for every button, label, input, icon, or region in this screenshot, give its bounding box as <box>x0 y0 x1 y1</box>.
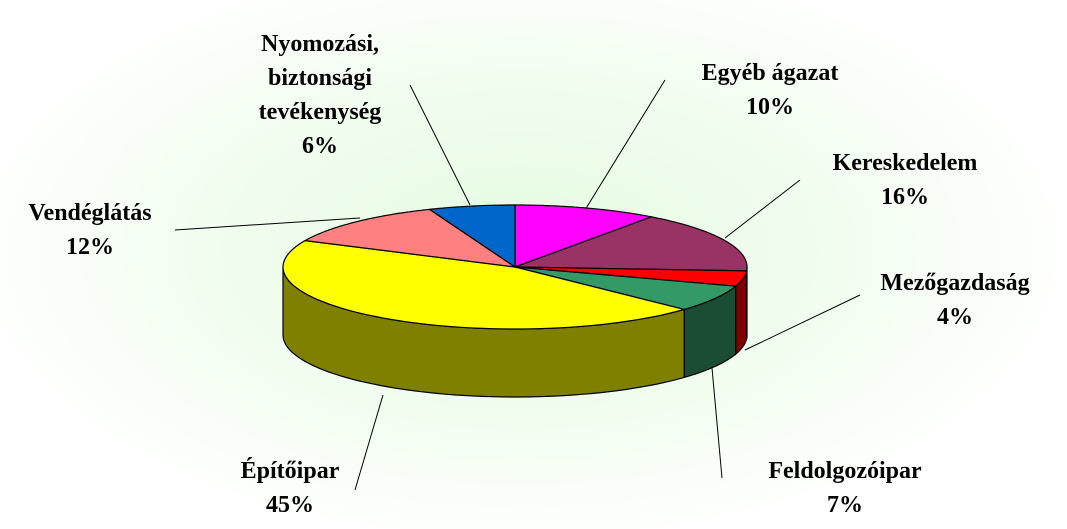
slice <box>303 208 516 268</box>
slice-label: Egyéb ágazat 10% <box>702 56 839 124</box>
slice-label: Nyomozási, biztonsági tevékenység 6% <box>235 27 405 163</box>
value-label: 45% <box>266 492 314 518</box>
slice-label: Kereskedelem 16% <box>833 146 978 214</box>
value-label: 4% <box>936 304 973 330</box>
leader-line <box>744 294 861 351</box>
value-label: 7% <box>826 492 863 518</box>
value-label: 10% <box>746 94 794 120</box>
category-label: Feldolgozóipar <box>768 458 922 484</box>
value-label: 16% <box>881 184 929 210</box>
slice <box>514 216 748 272</box>
category-label: Egyéb ágazat <box>701 60 839 86</box>
leader-line <box>584 79 666 211</box>
leader-line <box>711 367 723 479</box>
slice-label: Feldolgozóipar 7% <box>768 454 921 522</box>
category-label: Kereskedelem <box>832 150 978 176</box>
category-label: Mezőgazdaság <box>880 270 1030 296</box>
slice <box>514 266 738 311</box>
leader-line <box>174 217 361 231</box>
value-label: 12% <box>65 234 114 260</box>
leader-line <box>724 179 801 239</box>
slice-label: Építőipar 45% <box>241 454 340 522</box>
category-label: Vendéglátás <box>28 200 152 226</box>
slice <box>282 239 687 330</box>
leader-line <box>354 394 384 491</box>
leader-line <box>409 84 471 206</box>
category-label: Építőipar <box>240 458 340 484</box>
category-label: Nyomozási, biztonsági tevékenység <box>258 31 382 125</box>
value-label: 6% <box>302 133 338 159</box>
slice-label: Vendéglátás 12% <box>28 196 151 264</box>
slice-label: Mezőgazdaság 4% <box>880 266 1029 334</box>
slice <box>428 204 516 269</box>
